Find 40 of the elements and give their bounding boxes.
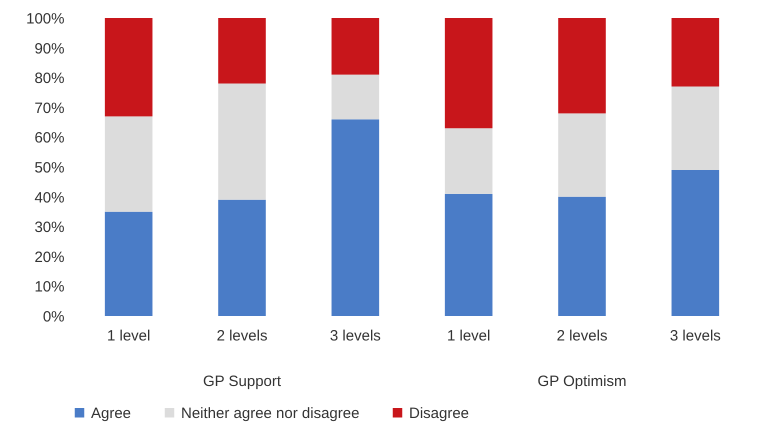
y-tick-label: 10%: [34, 278, 64, 296]
bar: [558, 18, 606, 114]
y-tick-label: 70%: [34, 100, 64, 117]
text: GP Optimism: [538, 373, 626, 390]
y-tick-label: 90%: [34, 40, 64, 58]
bar: [104, 116, 152, 212]
x-tick-label: 2 levels: [216, 328, 268, 344]
bar: [672, 18, 720, 87]
y-tick-label: 60%: [34, 130, 64, 147]
y-tick-label: 40%: [34, 189, 64, 206]
bar: [104, 212, 152, 316]
bar: [558, 113, 606, 197]
bar: [332, 74, 380, 120]
bar: [332, 18, 380, 75]
y-tick-label: 30%: [34, 219, 64, 236]
x-tick-label: 3 levels: [330, 328, 381, 344]
legend-label: Agree: [91, 404, 132, 422]
text: GP Support: [202, 373, 282, 390]
y-tick-label: 0%: [42, 308, 64, 326]
y-tick-label: 50%: [34, 160, 64, 176]
legend-label: Neither agree nor disagree: [181, 404, 360, 422]
y-tick-label: 20%: [34, 248, 64, 266]
bar: [444, 128, 492, 194]
bar: [218, 200, 266, 316]
bar: [672, 86, 720, 170]
bar: [218, 18, 266, 84]
legend-label: Disagree: [409, 404, 470, 422]
bar: [332, 119, 380, 316]
x-tick-label: 2 levels: [556, 328, 608, 344]
bar: [444, 18, 492, 128]
y-tick-label: 80%: [34, 70, 64, 88]
y-tick-label: 100%: [26, 10, 64, 28]
bar: [444, 194, 492, 316]
x-tick-label: 3 levels: [670, 328, 721, 344]
bar: [104, 18, 152, 116]
x-tick-label: 1 level: [106, 328, 150, 344]
bar: [558, 196, 606, 316]
bar: [218, 84, 266, 200]
x-tick-label: 1 level: [446, 328, 490, 344]
bar: [672, 170, 720, 316]
